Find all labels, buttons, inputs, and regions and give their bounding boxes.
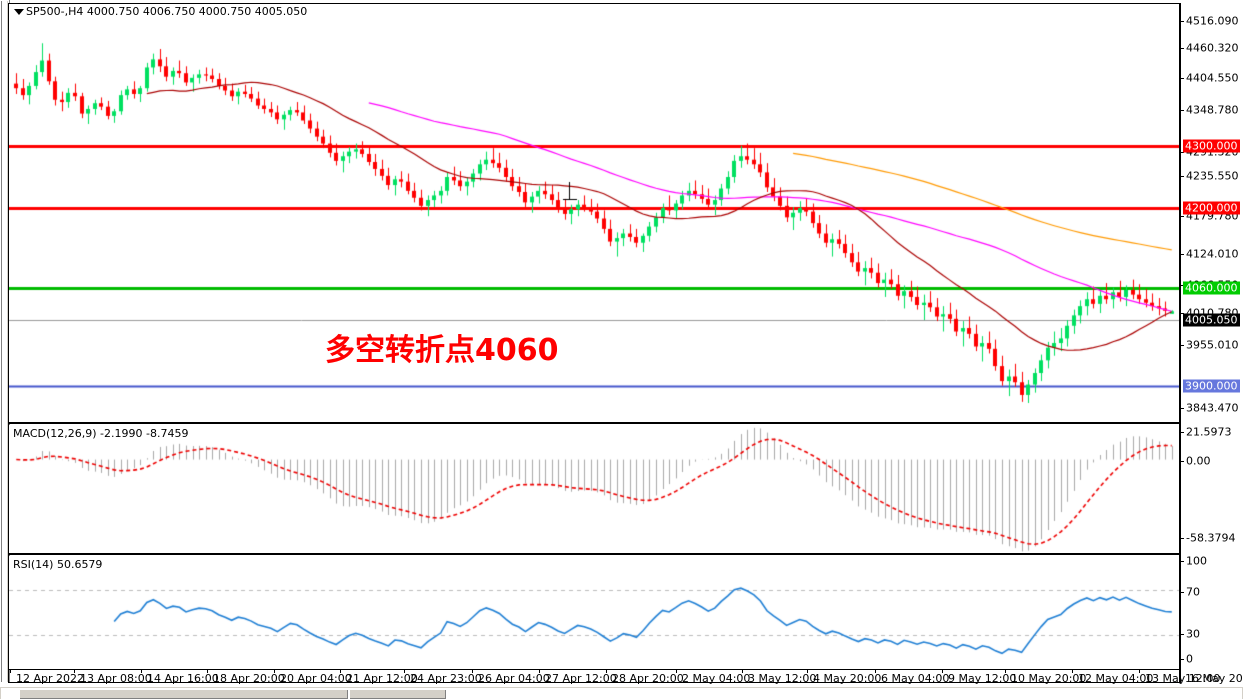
price-scale-label: 4404.550 [1186,71,1239,85]
time-axis-label: 13 Apr 08:00 [80,672,152,685]
scale-tick [1180,659,1184,660]
time-axis-tick [207,670,208,673]
scale-tick [1180,634,1184,635]
price-scale-label: 100 [1186,554,1207,568]
time-axis-label: 21 Apr 12:00 [346,672,418,685]
window-left-frame-inner [1,1,8,682]
price-scale-label: 4235.550 [1186,169,1239,183]
time-axis-label: 20 Apr 04:00 [280,672,352,685]
scale-tick [1180,432,1184,433]
price-scale-label: 70 [1186,585,1200,599]
scale-tick [1180,176,1184,177]
scale-tick [1180,345,1184,346]
time-axis-tick [1005,670,1006,673]
time-axis-label: 2 May 04:00 [682,672,751,685]
price-level-chip[interactable]: 4005.050 [1183,313,1240,327]
time-axis-tick [141,670,142,673]
price-scale-label: 30 [1186,627,1200,641]
scale-tick [1180,561,1184,562]
time-axis-tick [10,670,11,673]
price-scale-label: 4460.320 [1186,41,1239,55]
rsi-canvas[interactable] [9,556,1179,669]
time-axis-tick [472,670,473,673]
scale-tick [1180,48,1184,49]
horizontal-scrollbar[interactable] [0,686,1243,699]
price-scale-label: 21.5973 [1186,425,1232,439]
scale-tick [1180,313,1184,314]
time-axis-tick [606,670,607,673]
time-axis-tick [875,670,876,673]
time-axis-label: 28 Apr 20:00 [612,672,684,685]
price-scale-axis [1180,3,1181,683]
price-level-chip[interactable]: 4200.000 [1183,201,1240,215]
time-axis-label: 10 May 20:00 [1011,672,1087,685]
price-scale-label: 0.00 [1186,454,1211,468]
time-axis-label: 14 Apr 16:00 [147,672,219,685]
price-scale-label: 3843.470 [1186,401,1239,415]
time-axis-label: 24 Apr 23:00 [410,672,482,685]
price-level-chip[interactable]: 4300.000 [1183,139,1240,153]
time-axis-label: 9 May 12:00 [948,672,1017,685]
price-scale-label: -58.3794 [1186,531,1236,545]
scale-tick [1180,254,1184,255]
time-axis-label: 12 Apr 2022 [16,672,85,685]
scale-tick [1180,21,1184,22]
scale-tick [1180,592,1184,593]
time-axis-tick [539,670,540,673]
macd-pane[interactable]: MACD(12,26,9) -2.1990 -8.7459 [9,425,1179,553]
rsi-label: RSI(14) 50.6579 [13,558,103,571]
scale-tick [1180,216,1184,217]
pane-separator-1 [8,422,1180,424]
time-axis-tick [74,670,75,673]
time-axis-tick [1139,670,1140,673]
scale-tick [1180,538,1184,539]
scrollbar-track[interactable] [1,688,1242,699]
chart-annotation-text: 多空转折点4060 [325,333,559,368]
price-pane[interactable] [9,4,1179,422]
scale-tick [1180,461,1184,462]
time-axis-tick [1072,670,1073,673]
pane-separator-2 [8,553,1180,555]
time-axis-label: 16 May 20:00 [1185,672,1243,685]
scale-tick [1180,408,1184,409]
time-axis-label: 18 Apr 20:00 [213,672,285,685]
time-axis-tick [340,670,341,673]
time-axis-label: 13 May 12:00 [1145,672,1221,685]
price-scale-label: 4124.010 [1186,247,1239,261]
price-scale[interactable]: 4516.0904460.3204404.5504348.7804291.320… [1180,3,1243,683]
price-scale-label: 3955.010 [1186,338,1239,352]
price-level-chip[interactable]: 3900.000 [1183,379,1240,393]
price-scale-label: 4516.090 [1186,14,1239,28]
price-scale-label: 0 [1186,652,1193,666]
scrollbar-thumb-secondary[interactable] [349,689,447,699]
price-scale-label: 4348.780 [1186,103,1239,117]
time-axis-label: 26 Apr 04:00 [478,672,550,685]
time-axis-label: 6 May 04:00 [881,672,950,685]
time-axis[interactable]: 12 Apr 2022 13 Apr 08:00 14 Apr 16:00 18 Ap… [8,669,1243,686]
rsi-pane[interactable]: RSI(14) 50.6579 [9,556,1179,669]
time-axis-tick [274,670,275,673]
time-axis-tick [807,670,808,673]
time-axis-tick [404,670,405,673]
candlestick-canvas[interactable] [9,4,1179,422]
time-axis-tick [676,670,677,673]
time-axis-tick [942,670,943,673]
macd-label: MACD(12,26,9) -2.1990 -8.7459 [13,427,189,440]
time-axis-label: 27 Apr 12:00 [545,672,617,685]
scale-tick [1180,110,1184,111]
symbol-ohlc-header: SP500-,H4 4000.750 4006.750 4000.750 400… [26,5,308,18]
time-axis-label: 3 May 12:00 [748,672,817,685]
scale-tick [1180,78,1184,79]
time-axis-tick [1179,670,1180,673]
scale-tick [1180,152,1184,153]
triangle-down-icon[interactable] [14,9,24,15]
time-axis-label: 4 May 20:00 [813,672,882,685]
time-axis-tick [742,670,743,673]
scrollbar-thumb[interactable] [19,689,349,699]
macd-canvas[interactable] [9,425,1179,553]
price-level-chip[interactable]: 4060.000 [1183,281,1240,295]
time-axis-label: 12 May 04:00 [1078,672,1154,685]
scale-tick [1180,285,1184,286]
